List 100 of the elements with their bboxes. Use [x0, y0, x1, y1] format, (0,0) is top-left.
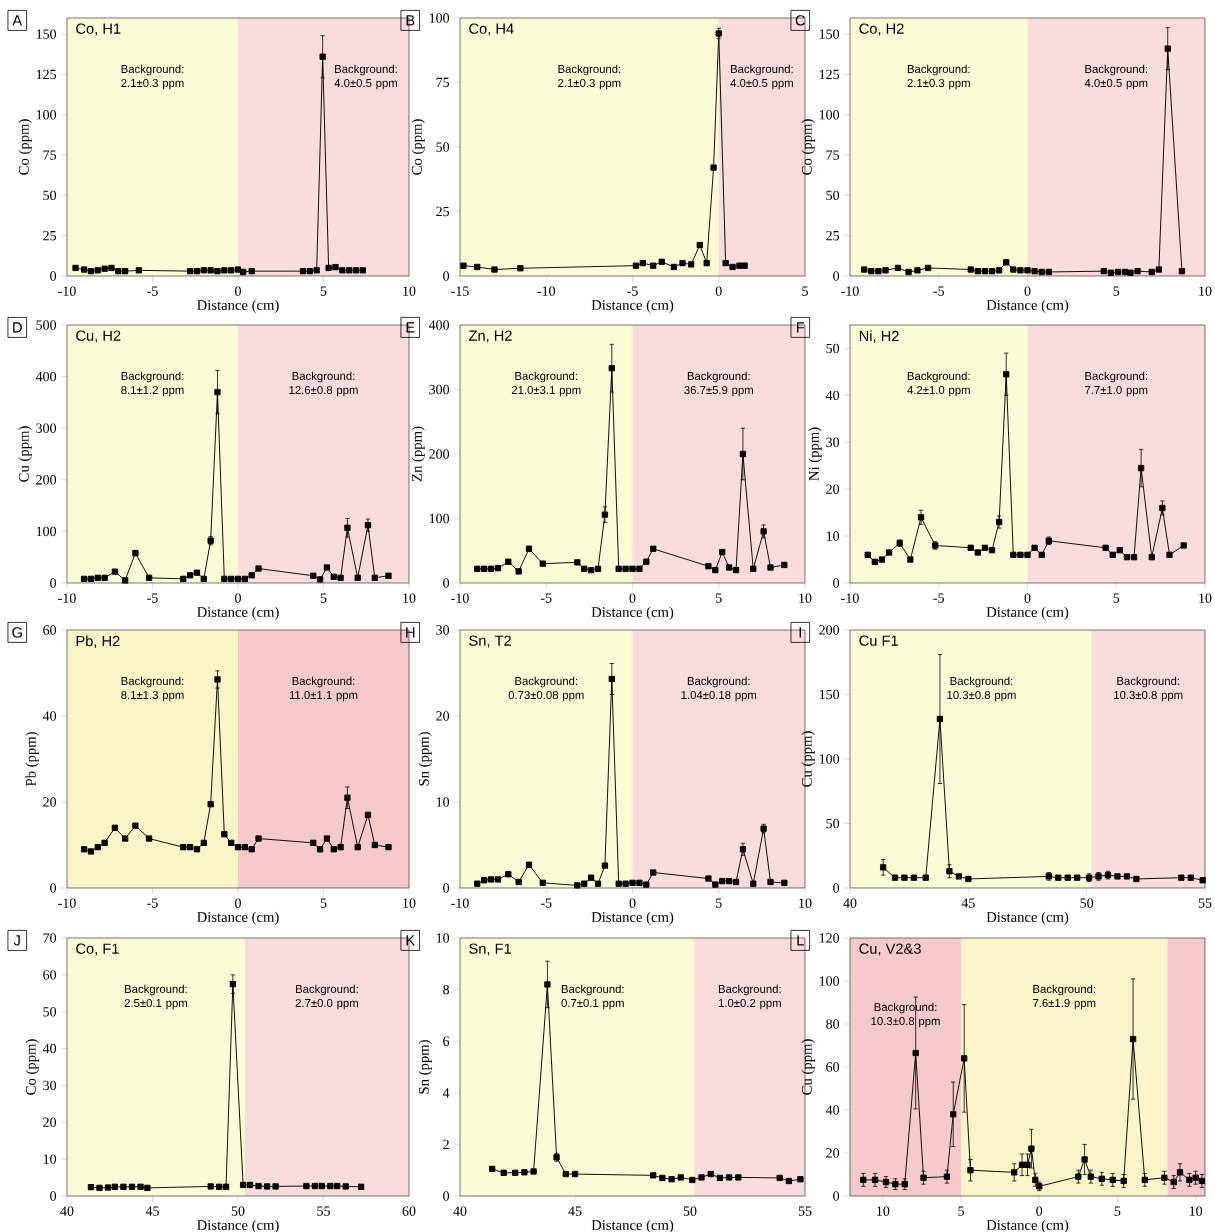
point: [1107, 269, 1115, 276]
point: [1075, 1173, 1082, 1180]
point: [108, 264, 115, 272]
point: [193, 846, 201, 853]
point: [248, 572, 255, 579]
y-tick-label: 300: [36, 423, 57, 433]
point: [115, 268, 122, 275]
x-axis-title: Distance (cm): [986, 1219, 1069, 1232]
point: [716, 1174, 724, 1182]
point: [725, 1174, 733, 1181]
point: [1087, 1173, 1094, 1180]
point: [961, 1055, 968, 1062]
point: [530, 1168, 537, 1175]
point: [72, 264, 79, 272]
point: [1134, 268, 1141, 275]
point: [696, 241, 703, 249]
y-tick-label: 0: [50, 271, 57, 281]
point: [491, 266, 498, 273]
point: [636, 879, 643, 886]
y-tick-label: 150: [36, 29, 57, 39]
point: [1031, 544, 1038, 551]
y-tick-label: 50: [43, 1006, 57, 1017]
point: [385, 572, 392, 579]
x-tick-label: -15: [451, 286, 469, 296]
x-tick-label: 10: [877, 1206, 890, 1216]
point: [487, 565, 495, 572]
x-tick-label: -5: [147, 286, 158, 296]
point: [1017, 551, 1024, 558]
point: [1109, 551, 1116, 558]
point: [144, 1184, 151, 1192]
y-tick-label: 25: [436, 206, 450, 217]
point: [214, 268, 221, 275]
x-tick-label: 0: [629, 898, 636, 908]
point: [87, 848, 95, 855]
x-tick-label: 10: [1199, 286, 1212, 296]
point: [1055, 874, 1062, 881]
point: [615, 880, 622, 887]
point: [111, 824, 119, 831]
x-tick-label: -10: [537, 286, 556, 296]
point: [574, 559, 581, 566]
chart-title: Pb, H2: [76, 635, 120, 648]
point: [334, 1182, 341, 1190]
point: [1010, 266, 1017, 273]
point: [94, 267, 101, 274]
annotation: F: [797, 322, 805, 333]
point: [1081, 1156, 1088, 1163]
point: [330, 573, 337, 580]
point: [364, 811, 372, 819]
point: [732, 878, 740, 886]
y-tick-label: 100: [36, 526, 57, 537]
point: [80, 266, 88, 273]
y-tick-label: 6: [443, 1036, 450, 1046]
y-tick-label: 30: [826, 437, 840, 447]
point: [581, 880, 588, 887]
point: [145, 574, 153, 581]
point: [946, 868, 953, 875]
point: [1064, 874, 1071, 881]
point: [707, 1170, 714, 1178]
point: [241, 844, 248, 851]
x-axis-title: Distance (cm): [591, 299, 674, 313]
point: [781, 879, 788, 886]
point: [460, 262, 467, 269]
point: [885, 549, 893, 556]
y-axis-title: Sn (ppm): [418, 732, 432, 786]
point: [750, 880, 757, 887]
point: [636, 565, 643, 572]
band-label: Background: 4.0±0.5 ppm: [730, 64, 793, 90]
y-tick-label: 150: [819, 29, 840, 39]
point: [489, 1165, 496, 1173]
point: [371, 574, 378, 581]
point: [608, 675, 615, 683]
point: [1038, 551, 1045, 558]
point: [330, 846, 337, 853]
point: [228, 839, 235, 846]
y-tick-label: 80: [826, 1019, 840, 1029]
chart-title: Ni, H2: [859, 330, 899, 343]
point: [622, 565, 629, 572]
y-tick-label: 0: [50, 1191, 57, 1201]
y-tick-label: 40: [825, 1105, 840, 1115]
y-tick-label: 20: [43, 797, 57, 807]
y-tick-label: 125: [819, 69, 840, 80]
y-tick-label: 75: [826, 150, 840, 160]
y-axis-title: Ni (ppm): [808, 427, 822, 481]
x-tick-label: 5: [716, 593, 722, 603]
point: [80, 575, 88, 582]
chart-title: Co, H1: [76, 23, 121, 36]
chart-title: Cu F1: [859, 635, 898, 646]
point: [487, 876, 495, 883]
point: [474, 263, 481, 271]
point: [186, 268, 194, 275]
point: [950, 1111, 957, 1118]
point: [385, 844, 392, 851]
band-label: Background: 4.0±0.5 ppm: [334, 64, 397, 90]
band-label: Background: 4.2±1.0 ppm: [907, 371, 970, 397]
y-tick-label: 40: [825, 390, 840, 401]
point: [1176, 1169, 1184, 1176]
point: [248, 268, 255, 275]
x-tick-label: 40: [453, 1206, 467, 1216]
point: [1199, 877, 1206, 884]
x-axis-title: Distance (cm): [197, 911, 279, 925]
